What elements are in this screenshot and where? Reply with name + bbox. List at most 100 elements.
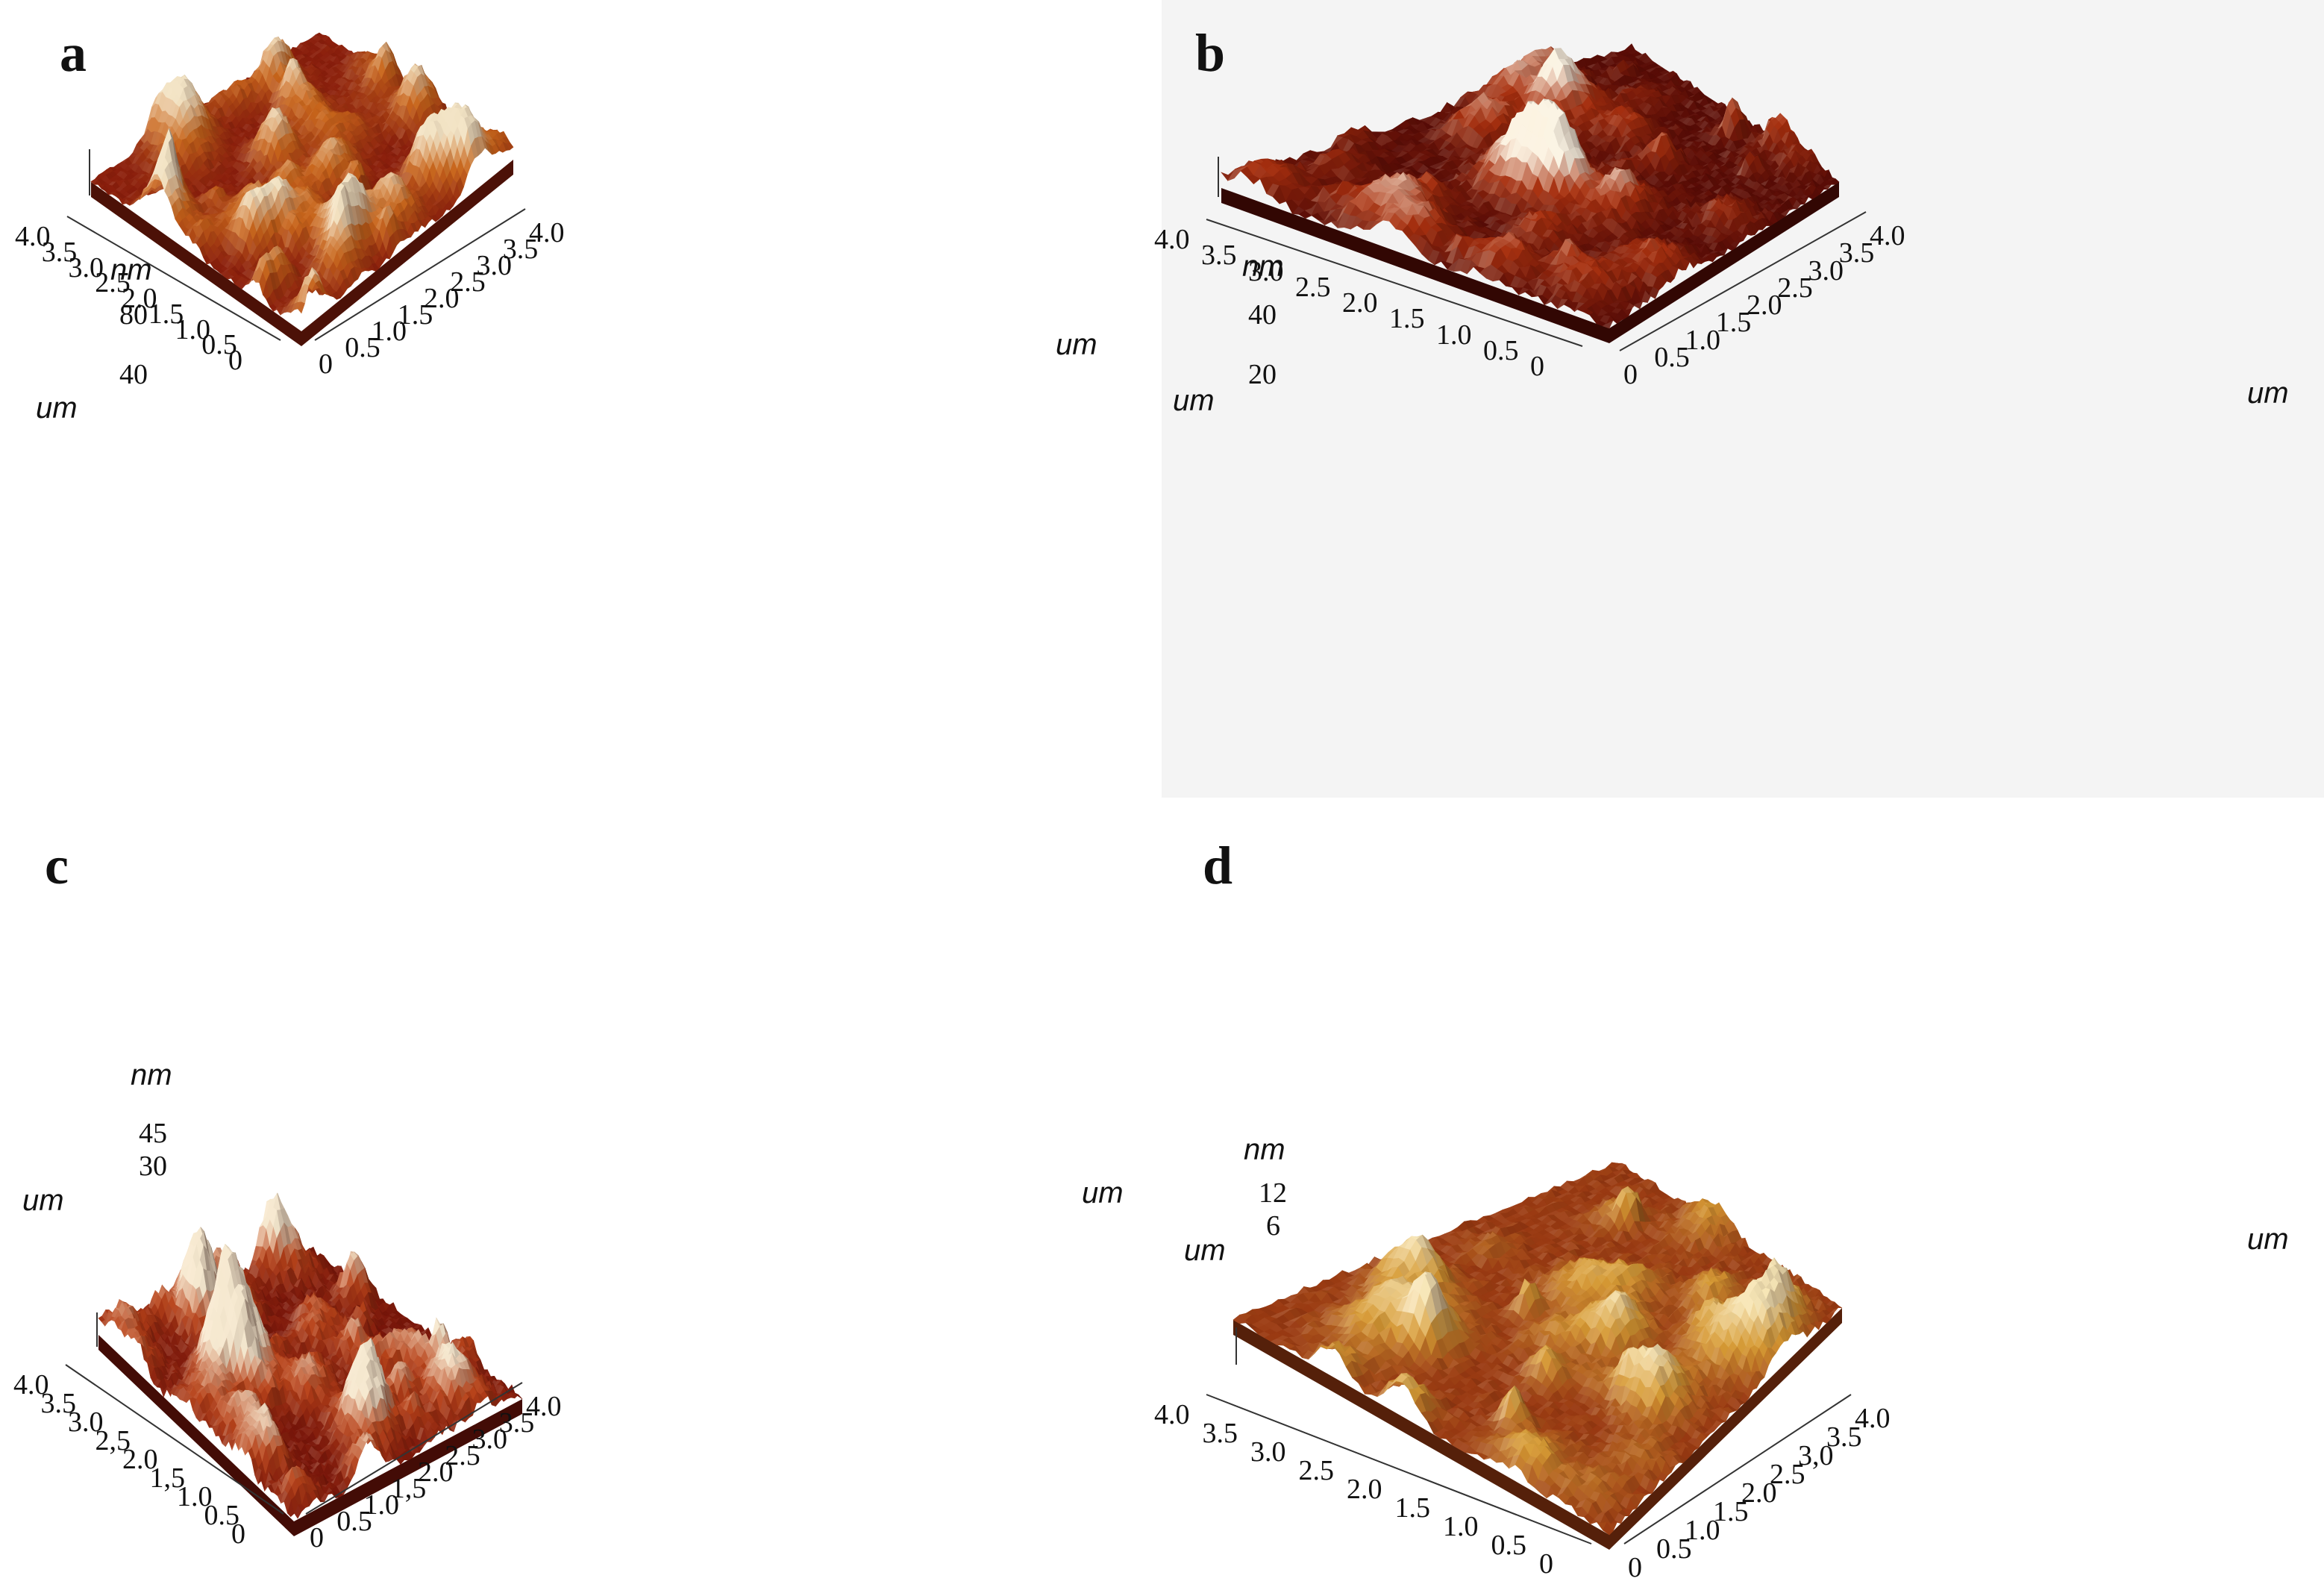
afm-surface-d [1206, 1162, 1852, 1550]
right-tick-c-6: 3.0 [472, 1424, 508, 1455]
right-unit-a: um [1056, 328, 1097, 361]
z-unit-c: nm [131, 1059, 172, 1092]
right-tick-c-7: 3.5 [498, 1407, 535, 1439]
right-tick-c-4: 2.0 [418, 1456, 454, 1488]
panel-label-c: c [45, 836, 69, 895]
right-tick-c-2: 1.0 [363, 1489, 400, 1521]
left-tick-c-2: 3.0 [68, 1406, 104, 1438]
left-tick-c-8: 0 [231, 1518, 245, 1550]
z-tick-c-0: 45 [139, 1118, 167, 1149]
right-tick-a-4: 2.0 [424, 283, 460, 314]
right-tick-a-8: 4.0 [529, 217, 565, 248]
surface-mesh-d [1233, 1162, 1843, 1536]
left-tick-c-1: 3.5 [40, 1388, 77, 1419]
left-tick-a-3: 2.5 [95, 267, 131, 299]
left-tick-b-5: 1.5 [1389, 303, 1425, 335]
left-tick-b-6: 1.0 [1436, 319, 1472, 351]
left-tick-d-0: 4.0 [1154, 1399, 1190, 1430]
right-tick-d-4: 2.0 [1741, 1477, 1777, 1509]
afm-surface-b [1162, 0, 2324, 798]
left-tick-d-1: 3.5 [1202, 1418, 1238, 1449]
right-tick-a-0: 0 [319, 348, 333, 380]
right-tick-d-8: 4.0 [1855, 1403, 1891, 1434]
right-tick-a-1: 0.5 [345, 332, 380, 363]
left-tick-c-0: 4.0 [13, 1369, 49, 1401]
right-tick-b-1: 0.5 [1654, 341, 1690, 373]
right-unit-d: um [2247, 1223, 2289, 1256]
afm-panel-a: a nm 80 40 um um 4.0 3.5 3.0 2.5 2.0 1.5 1.0 0.… [0, 0, 1162, 798]
left-tick-c-5: 1,5 [149, 1462, 186, 1494]
surface-skirt-a [91, 160, 513, 346]
left-tick-a-4: 2.0 [122, 283, 157, 314]
left-tick-a-2: 3.0 [68, 251, 104, 284]
left-tick-d-4: 2.0 [1347, 1474, 1382, 1505]
left-tick-d-2: 3.0 [1250, 1436, 1286, 1468]
surface-mesh-a [90, 32, 514, 316]
panel-label-a: a [60, 23, 87, 83]
right-tick-c-0: 0 [310, 1522, 324, 1553]
left-tick-b-7: 0.5 [1483, 334, 1519, 366]
afm-panel-b: b nm 40 20 um um 4.0 3.5 3.0 2.5 2.0 1.5 1.0 0.… [1154, 0, 2324, 798]
left-tick-a-8: 0 [228, 345, 242, 376]
left-axis-line-d [1206, 1394, 1592, 1545]
right-unit-c: um [1082, 1177, 1124, 1209]
afm-surface-a [66, 32, 526, 346]
right-tick-c-5: 2.5 [445, 1440, 480, 1471]
right-tick-b-4: 2.0 [1747, 290, 1782, 321]
right-axis-line-d [1623, 1394, 1852, 1545]
surface-mesh-b [1221, 43, 1840, 329]
z-tick-a-1: 40 [119, 359, 148, 390]
panel-label-d: d [1203, 836, 1233, 895]
left-tick-a-6: 1.0 [175, 313, 211, 345]
z-tick-d-1: 6 [1266, 1210, 1280, 1242]
right-tick-b-2: 1.0 [1685, 324, 1721, 356]
left-tick-d-3: 2.5 [1298, 1455, 1335, 1486]
right-tick-d-3: 1.5 [1713, 1496, 1749, 1527]
right-axis-line-a [314, 208, 526, 341]
left-tick-d-7: 0.5 [1491, 1530, 1527, 1561]
right-tick-d-6: 3,0 [1798, 1440, 1834, 1471]
right-axis-line-b [1619, 211, 1867, 351]
left-tick-d-5: 1.5 [1394, 1492, 1431, 1524]
left-unit-a: um [36, 392, 78, 425]
left-tick-b-0: 4.0 [1154, 224, 1190, 255]
left-tick-c-6: 1.0 [177, 1481, 213, 1512]
right-tick-d-2: 1.0 [1685, 1515, 1720, 1546]
z-tick-b-1: 20 [1248, 359, 1277, 390]
left-unit-c: um [22, 1184, 64, 1217]
right-tick-b-8: 4.0 [1870, 220, 1905, 251]
right-tick-b-6: 3.0 [1808, 254, 1844, 287]
z-tick-a-0: 80 [119, 299, 148, 331]
z-unit-b: nm [1242, 250, 1284, 283]
left-tick-c-7: 0.5 [204, 1500, 240, 1531]
z-tick-d-0: 12 [1259, 1177, 1287, 1209]
z-unit-d: nm [1244, 1133, 1285, 1166]
right-tick-c-8: 4.0 [526, 1391, 562, 1422]
right-tick-a-7: 3.5 [502, 234, 539, 265]
right-tick-c-1: 0.5 [336, 1506, 372, 1537]
right-tick-a-6: 3.0 [476, 250, 513, 281]
right-tick-d-1: 0.5 [1656, 1533, 1692, 1565]
surface-skirt-d [1233, 1308, 1842, 1550]
left-tick-c-4: 2.0 [122, 1444, 158, 1475]
right-tick-b-7: 3.5 [1838, 237, 1875, 269]
left-tick-d-6: 1.0 [1443, 1511, 1479, 1542]
z-unit-a: nm [110, 254, 152, 287]
left-unit-d: um [1184, 1234, 1226, 1267]
left-axis-line-a [66, 216, 281, 341]
left-tick-a-0: 4.0 [15, 221, 51, 252]
left-tick-a-7: 0.5 [201, 329, 237, 361]
left-tick-b-8: 0 [1530, 351, 1544, 382]
right-tick-a-5: 2.5 [450, 266, 486, 298]
left-tick-b-1: 3.5 [1201, 240, 1237, 272]
afm-surface-c [65, 1192, 523, 1536]
left-axis-line-c [65, 1364, 284, 1515]
right-axis-line-c [305, 1382, 523, 1515]
surface-mesh-c [98, 1192, 523, 1519]
right-tick-b-3: 1.5 [1715, 307, 1752, 339]
right-tick-a-2: 1.0 [371, 316, 407, 347]
right-tick-d-5: 2.5 [1770, 1459, 1805, 1490]
right-tick-b-5: 2.5 [1777, 272, 1813, 304]
z-tick-b-0: 40 [1248, 299, 1277, 331]
left-tick-a-1: 3.5 [41, 236, 78, 268]
